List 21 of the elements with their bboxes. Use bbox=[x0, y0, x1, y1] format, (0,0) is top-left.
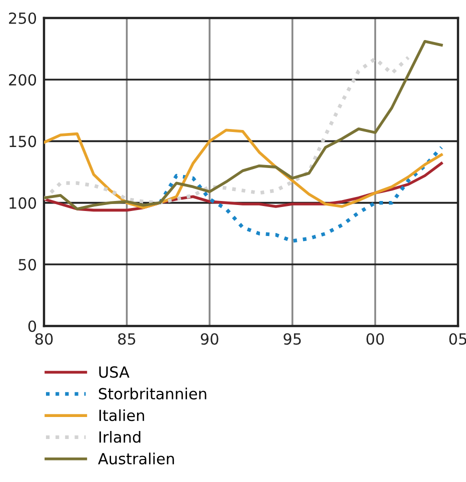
y-tick-label: 0 bbox=[28, 320, 36, 332]
y-tick-label: 150 bbox=[10, 136, 36, 148]
x-tick-label: 05 bbox=[449, 333, 466, 345]
legend-label: Storbritannien bbox=[98, 388, 206, 400]
line-series bbox=[44, 56, 410, 205]
line-series bbox=[44, 128, 443, 210]
x-tick-label: 00 bbox=[366, 333, 384, 345]
x-tick-label: 80 bbox=[35, 333, 53, 345]
line-series bbox=[158, 146, 444, 243]
legend-label: Australien bbox=[98, 452, 174, 464]
y-tick-label: 200 bbox=[9, 74, 36, 86]
legend-label: Italien bbox=[99, 409, 144, 422]
legend-label: Irland bbox=[99, 430, 140, 443]
x-tick-label: 95 bbox=[284, 333, 301, 345]
x-tick-label: 90 bbox=[200, 333, 218, 345]
y-tick-label: 100 bbox=[10, 197, 36, 209]
y-tick-label: 50 bbox=[18, 258, 36, 270]
legend-label: USA bbox=[99, 366, 130, 378]
x-tick-label: 85 bbox=[118, 333, 136, 345]
line-series bbox=[44, 40, 443, 210]
y-tick-label: 250 bbox=[9, 12, 36, 24]
